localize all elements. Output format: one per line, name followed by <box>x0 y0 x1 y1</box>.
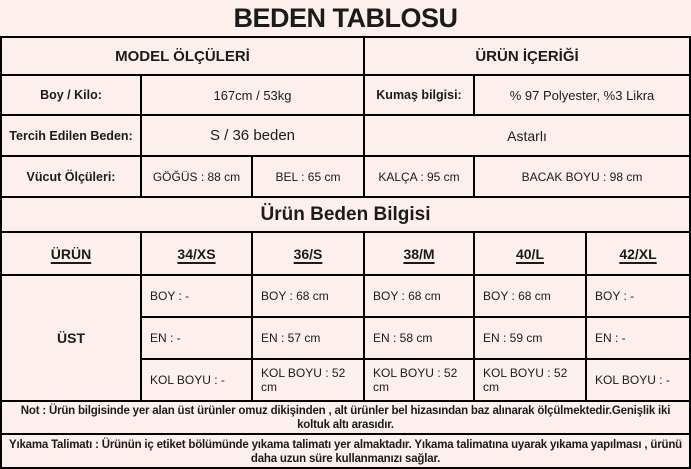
size-cell: BOY : 68 cm <box>475 276 587 318</box>
body-measurements-label: Vücut Ölçüleri: <box>2 157 142 196</box>
column-header-34xs: 34/XS <box>142 233 253 274</box>
preferred-size-lining-row: Tercih Edilen Beden: S / 36 beden Astarl… <box>2 116 689 157</box>
size-cell: EN : 57 cm <box>253 318 365 360</box>
size-cell: BOY : - <box>142 276 253 318</box>
height-weight-value: 167cm / 53kg <box>142 76 365 114</box>
fabric-value: % 97 Polyester, %3 Likra <box>509 87 655 103</box>
measurement-note: Not : Ürün bilgisinde yer alan üst ürünl… <box>2 402 689 435</box>
leg-measure: BACAK BOYU : 98 cm <box>521 169 643 184</box>
size-info-section-row: Ürün Beden Bilgisi <box>2 198 689 233</box>
column-header-38m: 38/M <box>365 233 475 274</box>
size-cell: BOY : 68 cm <box>365 276 475 318</box>
size-cell: KOL BOYU : 52 cm <box>475 360 587 400</box>
page-title: BEDEN TABLOSU <box>233 2 458 33</box>
size-data-grid: ÜST BOY : - BOY : 68 cm BOY : 68 cm BOY … <box>2 276 689 402</box>
size-cell: EN : 58 cm <box>365 318 475 360</box>
size-cell: EN : - <box>142 318 253 360</box>
preferred-size-label: Tercih Edilen Beden: <box>2 116 142 155</box>
size-cell: EN : - <box>587 318 689 360</box>
column-header-36s: 36/S <box>253 233 365 274</box>
preferred-size-value: S / 36 beden <box>142 116 365 155</box>
column-header-40l: 40/L <box>475 233 587 274</box>
waist-measure: BEL : 65 cm <box>253 157 365 196</box>
size-info-section-title: Ürün Beden Bilgisi <box>260 203 431 225</box>
height-weight-label: Boy / Kilo: <box>2 76 142 114</box>
height-weight-fabric-row: Boy / Kilo: 167cm / 53kg Kumaş bilgisi: … <box>2 76 689 116</box>
row-group-label-ust: ÜST <box>2 276 142 400</box>
size-columns-header-row: ÜRÜN 34/XS 36/S 38/M 40/L 42/XL <box>2 233 689 276</box>
hip-measure: KALÇA : 95 cm <box>365 157 475 196</box>
lining-value: Astarlı <box>507 127 547 144</box>
model-measurements-header: MODEL ÖLÇÜLERİ <box>2 38 365 74</box>
size-cell: BOY : 68 cm <box>253 276 365 318</box>
size-chart-table: MODEL ÖLÇÜLERİ ÜRÜN İÇERİĞİ Boy / Kilo: … <box>0 36 691 469</box>
size-cell: KOL BOYU : 52 cm <box>365 360 475 400</box>
column-header-urun: ÜRÜN <box>2 233 142 274</box>
size-cell: KOL BOYU : - <box>595 373 670 387</box>
column-header-42xl: 42/XL <box>619 245 657 262</box>
product-content-header: ÜRÜN İÇERİĞİ <box>475 47 579 65</box>
fabric-label: Kumaş bilgisi: <box>365 76 475 114</box>
body-measurements-row: Vücut Ölçüleri: GÖĞÜS : 88 cm BEL : 65 c… <box>2 157 689 198</box>
washing-instructions: Yıkama Talimatı : Ürünün iç etiket bölüm… <box>9 439 682 465</box>
chest-measure: GÖĞÜS : 88 cm <box>142 157 253 196</box>
section-header-row: MODEL ÖLÇÜLERİ ÜRÜN İÇERİĞİ <box>2 38 689 76</box>
size-cell: KOL BOYU : 52 cm <box>253 360 365 400</box>
size-cell: BOY : - <box>587 276 689 318</box>
size-cell: EN : 59 cm <box>475 318 587 360</box>
size-cell: KOL BOYU : - <box>142 360 253 400</box>
